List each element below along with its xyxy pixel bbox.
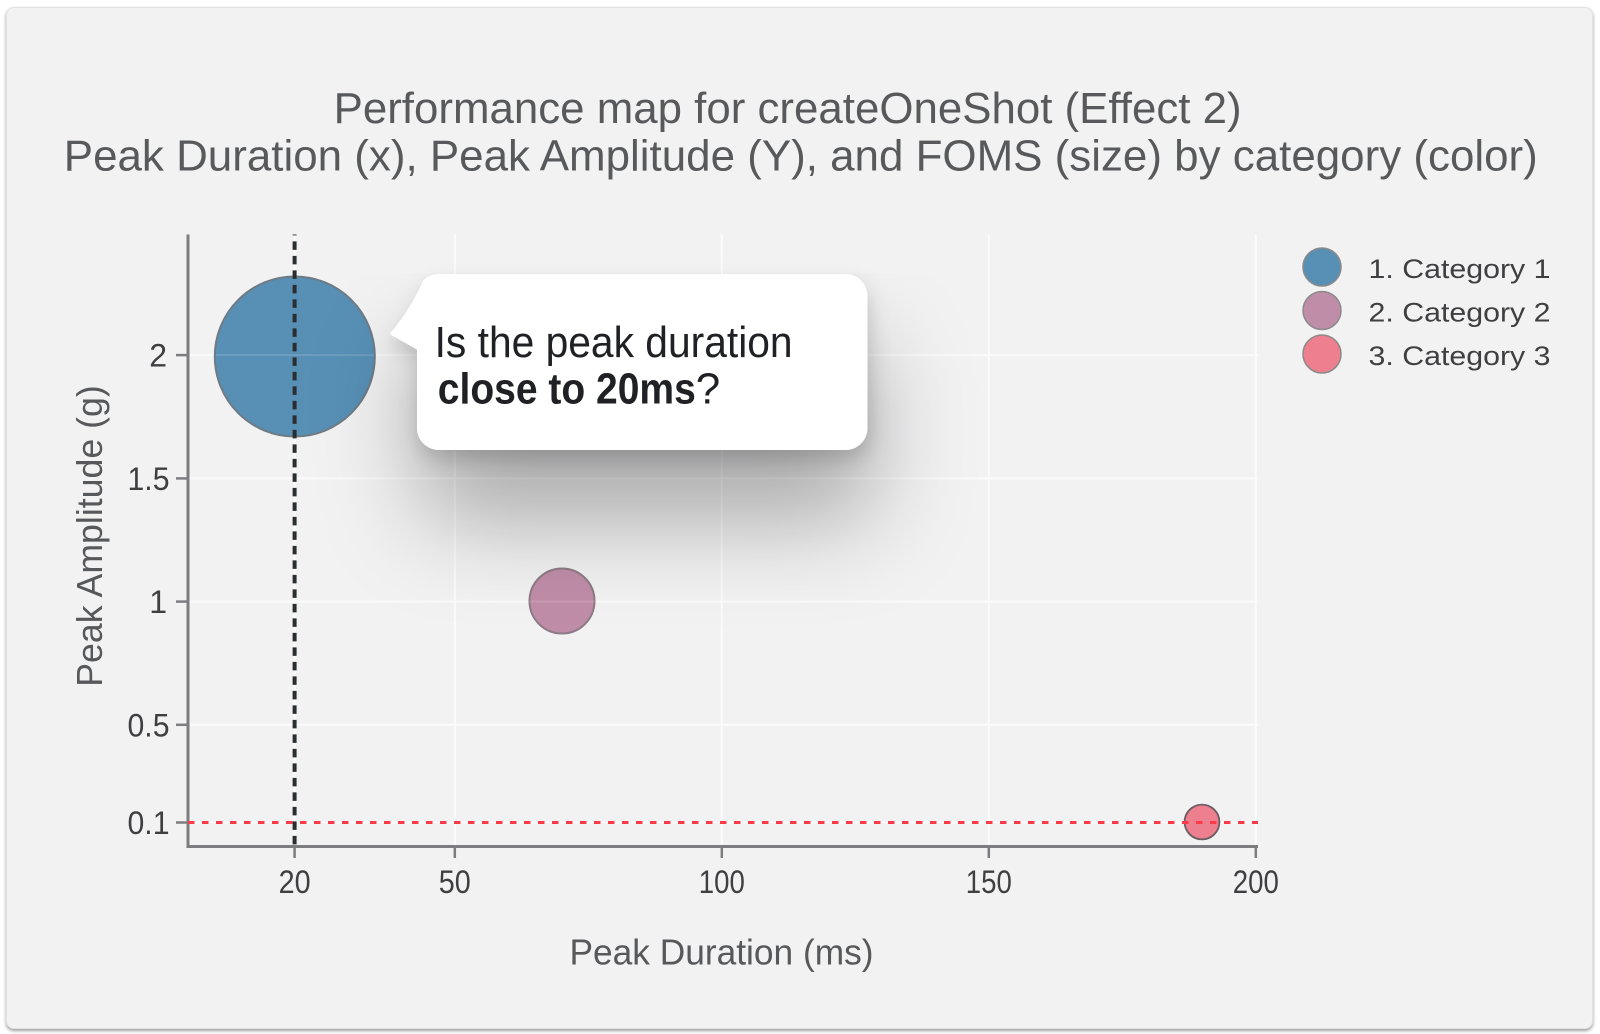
svg-text:1. Category 1: 1. Category 1 bbox=[1369, 254, 1551, 284]
svg-text:2. Category 2: 2. Category 2 bbox=[1369, 298, 1551, 328]
svg-text:Peak Amplitude (g): Peak Amplitude (g) bbox=[69, 385, 110, 687]
svg-text:100: 100 bbox=[699, 864, 745, 900]
svg-text:Peak Duration (ms): Peak Duration (ms) bbox=[570, 931, 874, 972]
svg-text:Peak Duration (x), Peak Amplit: Peak Duration (x), Peak Amplitude (Y), a… bbox=[64, 132, 1538, 181]
svg-text:0.1: 0.1 bbox=[128, 805, 170, 841]
svg-text:200: 200 bbox=[1233, 864, 1279, 900]
svg-text:150: 150 bbox=[966, 864, 1012, 900]
svg-text:1: 1 bbox=[149, 584, 167, 620]
svg-text:2: 2 bbox=[149, 338, 167, 374]
svg-text:1.5: 1.5 bbox=[128, 461, 170, 497]
svg-text:Performance map for createOneS: Performance map for createOneShot (Effec… bbox=[334, 84, 1242, 133]
svg-text:20: 20 bbox=[279, 864, 311, 900]
svg-text:3. Category 3: 3. Category 3 bbox=[1369, 341, 1551, 371]
svg-text:Is the peak duration: Is the peak duration bbox=[435, 318, 793, 367]
svg-text:close to 20ms?: close to 20ms? bbox=[438, 365, 720, 414]
svg-text:50: 50 bbox=[439, 864, 471, 900]
svg-text:0.5: 0.5 bbox=[128, 707, 170, 743]
